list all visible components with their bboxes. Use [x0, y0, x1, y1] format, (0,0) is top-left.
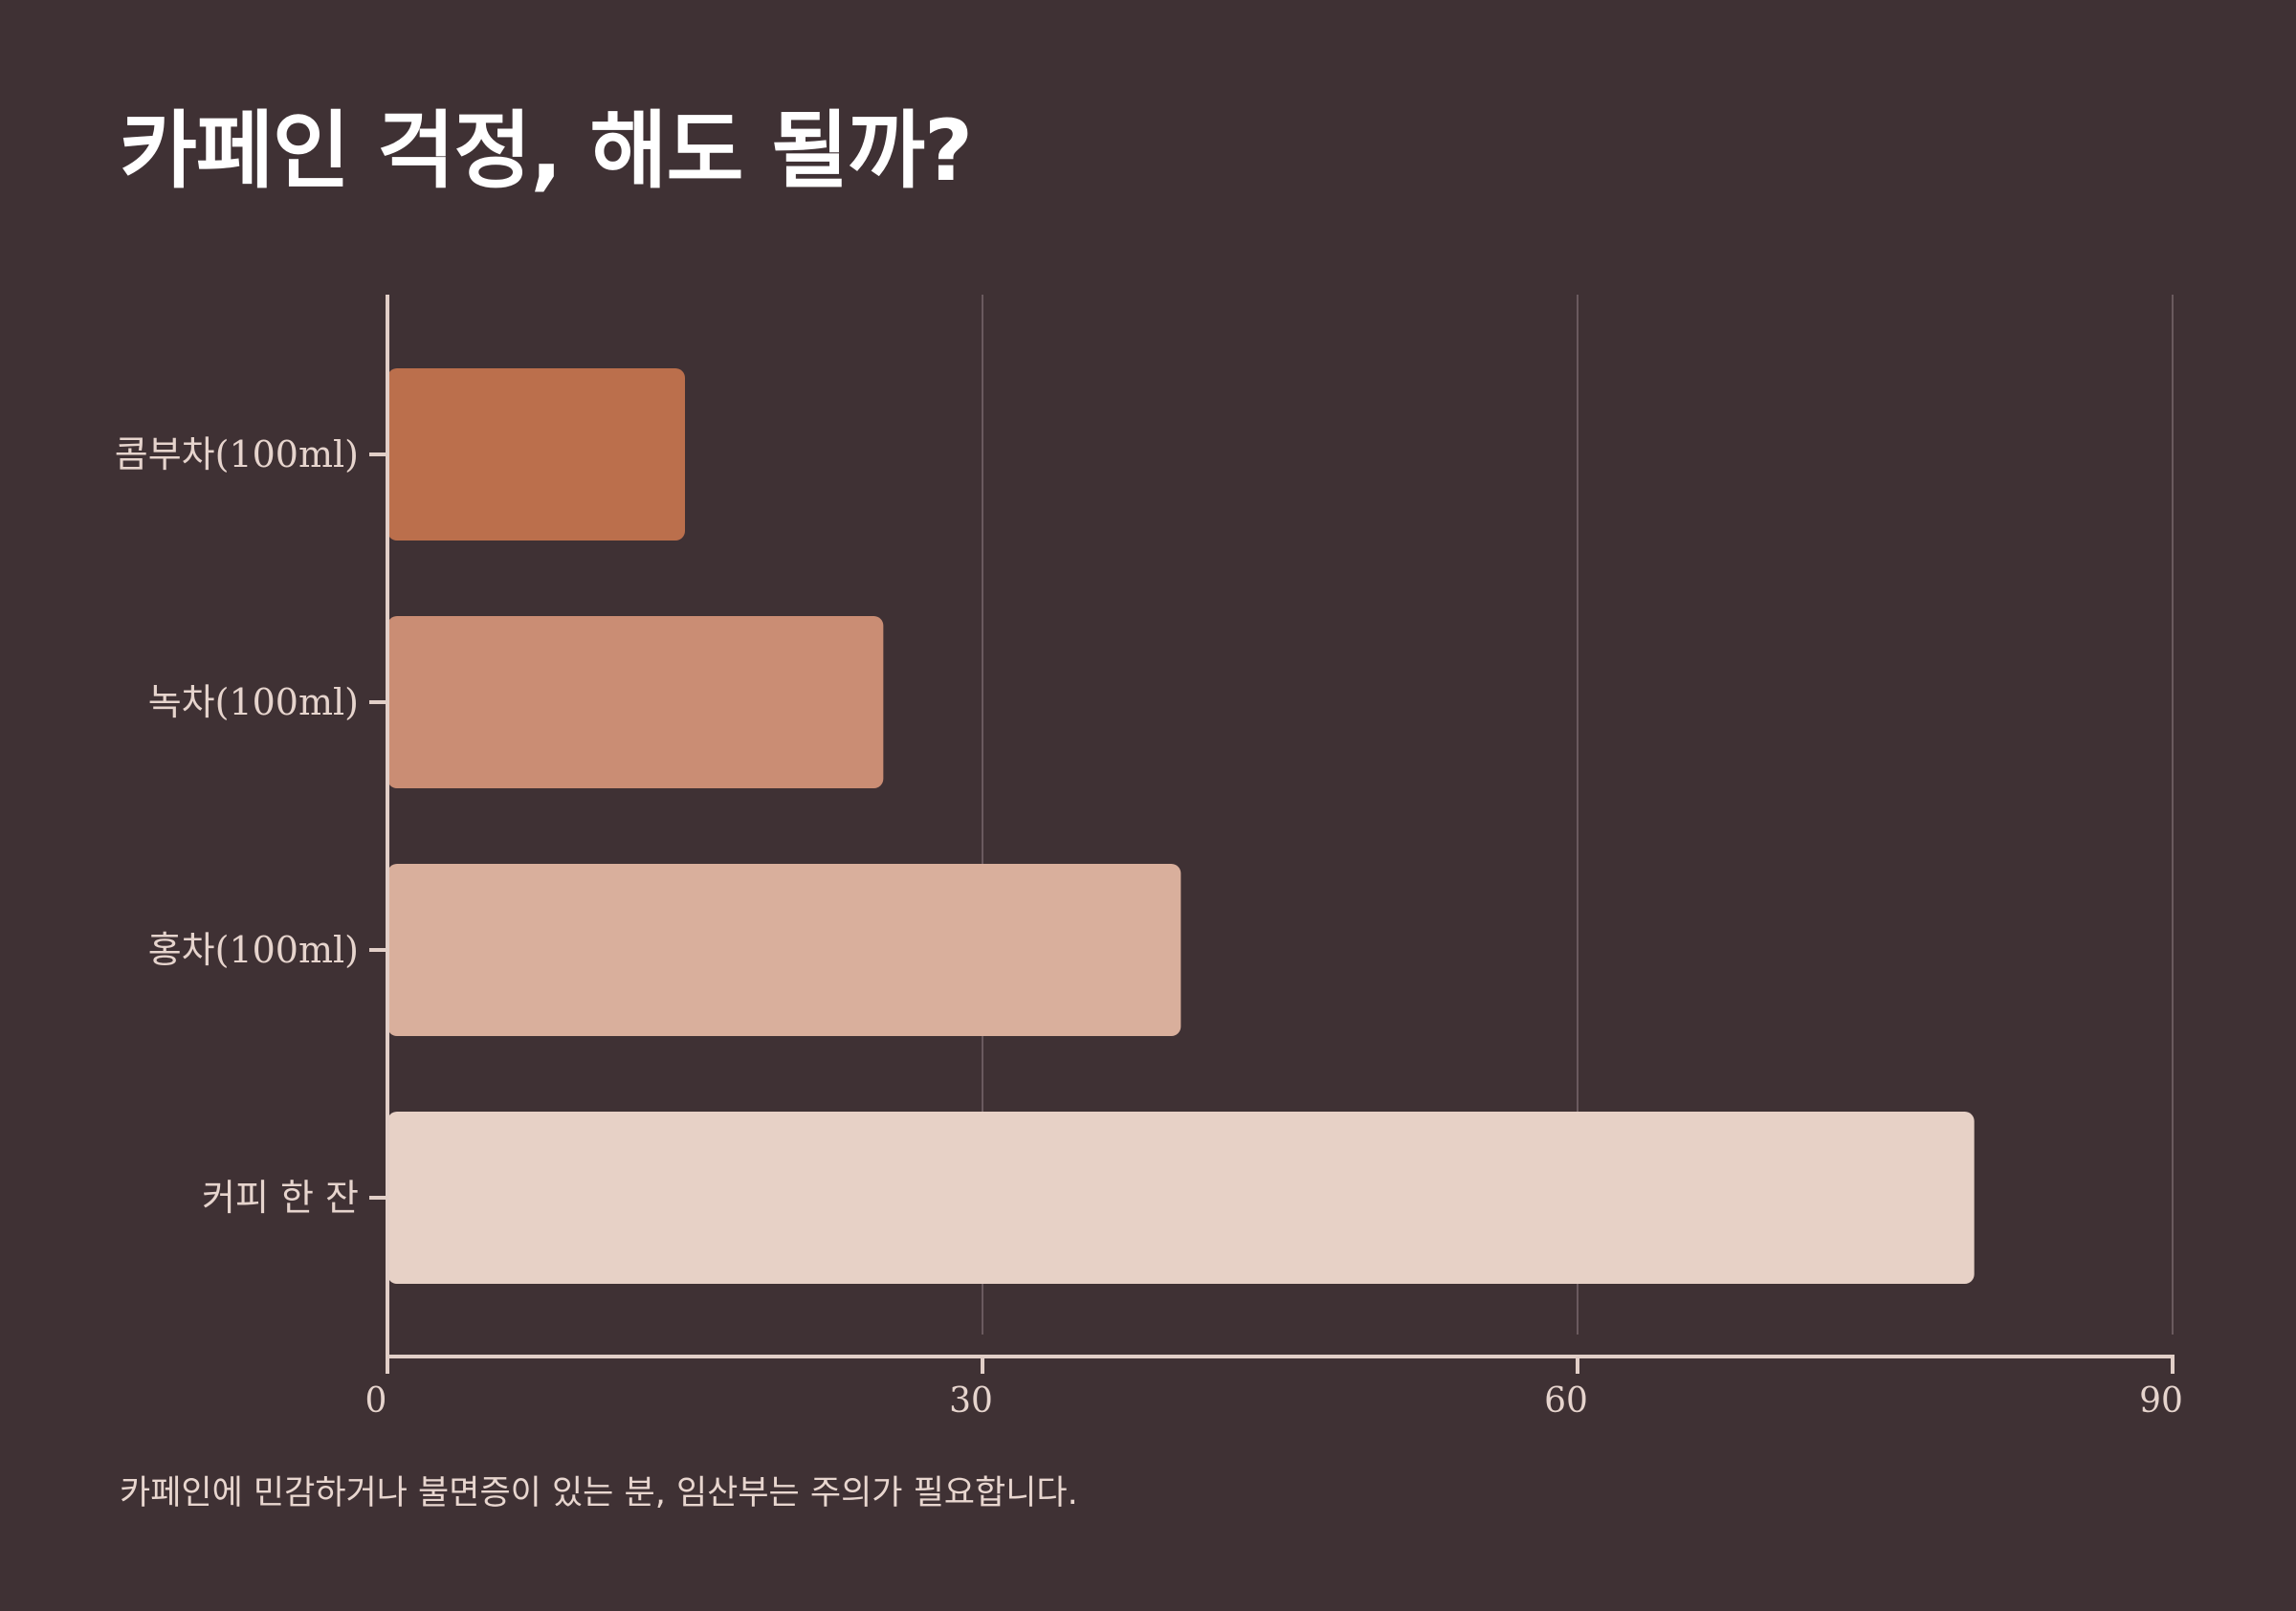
page-title: 카페인 걱정, 해도 될까? [120, 101, 973, 200]
axes [369, 295, 2175, 1374]
category-label: 콤부차(100ml) [115, 433, 359, 475]
footnote: 카페인에 민감하거나 불면증이 있는 분, 임산부는 주의가 필요합니다. [120, 1474, 1078, 1512]
bars [387, 368, 1975, 1284]
category-label: 녹차(100ml) [148, 681, 359, 723]
bar [387, 616, 884, 788]
x-tick-label: 90 [2139, 1381, 2183, 1421]
axis-labels: 콤부차(100ml) 녹차(100ml) 홍차(100ml) 커피 한 잔 0 30 60 9… [115, 433, 2183, 1421]
x-tick-label: 30 [949, 1381, 993, 1421]
x-tick-label: 0 [365, 1381, 387, 1421]
bar [387, 368, 685, 541]
bar [387, 864, 1181, 1036]
category-label: 홍차(100ml) [148, 929, 359, 971]
bar [387, 1112, 1975, 1284]
category-label: 커피 한 잔 [202, 1177, 359, 1219]
x-tick-label: 60 [1544, 1381, 1588, 1421]
